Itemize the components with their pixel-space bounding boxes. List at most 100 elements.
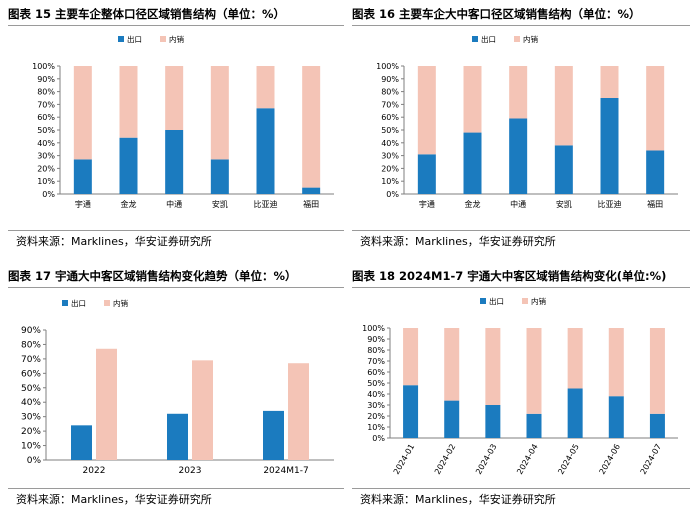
y-tick-label: 40% [37,139,55,148]
y-tick-label: 70% [21,355,41,365]
bar-export-2024-05 [567,388,583,438]
y-tick-label: 30% [367,401,385,410]
panel-fig17: 图表 17 宇通大中客区域销售结构变化趋势（单位：%） 出口 内销 0% 10% 20%… [8,266,348,510]
y-tick-label: 30% [21,413,41,423]
legend-swatch-domestic [104,300,110,306]
legend-label-export: 出口 [71,298,86,308]
y-tick-label: 70% [37,100,55,109]
bar-domestic-中通 [165,66,184,130]
y-tick-label: 30% [381,152,399,161]
bar-domestic-福田 [302,66,321,188]
bar-export-2024-04 [526,413,542,438]
bar-domestic-2024-03 [485,328,501,405]
fig16-source-rule [352,230,690,231]
fig15-title: 图表 15 主要车企整体口径区域销售结构（单位：%） [8,7,286,21]
legend-swatch-domestic [522,298,528,304]
legend-label-domestic: 内销 [523,34,538,44]
legend-label-export: 出口 [481,34,496,44]
bar-domestic-2024M1-7 [288,363,309,460]
x-tick-label: 宇通 [75,199,91,209]
x-tick-label: 福田 [303,200,319,209]
x-tick-label: 2024-01 [392,443,417,476]
fig17-chart: 出口 内销 0% 10% 20% 30% 40% 50% 60% 70% 80% 90% 2022 202… [21,298,334,476]
y-tick-label: 80% [367,346,385,355]
y-tick-label: 20% [367,412,385,421]
bar-domestic-安凯 [554,66,573,146]
y-tick-label: 80% [21,340,41,350]
fig17-title-rule [8,287,344,288]
bar-export-比亚迪 [256,108,275,194]
y-tick-label: 20% [37,164,55,173]
y-tick-label: 50% [367,379,385,388]
bar-domestic-宇通 [73,66,92,160]
legend-label-export: 出口 [489,296,504,306]
y-tick-label: 20% [21,427,41,437]
y-tick-label: 80% [37,88,55,97]
y-tick-label: 50% [37,126,55,135]
fig18-chart: 出口 内销 0% 10% 20% 30% 40% 50% 60% 70% 80% 90% 100% 202… [362,296,678,476]
x-tick-label: 宇通 [419,199,435,209]
bar-export-2024-01 [403,385,419,438]
bar-export-金龙 [463,132,482,194]
x-tick-label: 2024-05 [556,443,581,476]
legend-label-domestic: 内销 [531,296,546,306]
y-tick-label: 20% [381,164,399,173]
fig16-title: 图表 16 主要车企大中客口径区域销售结构（单位：%） [352,7,641,21]
y-tick-label: 70% [381,100,399,109]
x-tick-label: 金龙 [465,199,481,209]
y-tick-label: 30% [37,152,55,161]
x-tick-label: 2024-02 [433,443,458,476]
x-tick-label: 安凯 [212,199,228,209]
bar-domestic-2024-04 [526,328,542,414]
bar-export-宇通 [417,154,436,194]
y-tick-label: 80% [381,88,399,97]
x-tick-label: 福田 [647,200,663,209]
x-tick-label: 2022 [83,466,106,476]
y-tick-label: 100% [362,324,385,333]
bar-domestic-宇通 [417,66,436,155]
legend-label-domestic: 内销 [113,298,128,308]
fig18-title-rule [352,287,690,288]
y-tick-label: 0% [372,434,385,443]
bar-domestic-比亚迪 [600,66,619,98]
y-tick-label: 60% [37,113,55,122]
legend-swatch-export [118,36,124,42]
panel-fig16: 图表 16 主要车企大中客口径区域销售结构（单位：%） 出口 内销 0% 10% 20%… [352,4,694,254]
fig17-source: 资料来源：Marklines，华安证券研究所 [16,493,212,506]
y-tick-label: 50% [21,384,41,394]
y-tick-label: 10% [37,177,55,186]
y-tick-label: 50% [381,126,399,135]
fig16-title-rule [352,25,690,26]
bar-domestic-2024-02 [444,328,460,401]
legend-swatch-export [480,298,486,304]
bar-export-2024-07 [649,413,665,438]
legend-label-domestic: 内销 [169,34,184,44]
fig18-source: 资料来源：Marklines，华安证券研究所 [360,493,556,506]
x-tick-label: 2023 [179,466,202,476]
bar-domestic-2024-07 [649,328,665,414]
bar-export-福田 [646,150,665,194]
bar-export-比亚迪 [600,98,619,194]
y-tick-label: 60% [21,369,41,379]
y-tick-label: 90% [37,75,55,84]
bar-domestic-金龙 [463,66,482,133]
bar-domestic-福田 [646,66,665,151]
y-tick-label: 40% [367,390,385,399]
bar-domestic-比亚迪 [256,66,275,109]
y-tick-label: 0% [27,456,42,466]
legend-swatch-domestic [514,36,520,42]
bar-export-金龙 [119,137,138,194]
bar-export-2023 [167,413,188,460]
y-tick-label: 10% [21,442,41,452]
y-tick-label: 10% [367,423,385,432]
bar-domestic-金龙 [119,66,138,138]
y-tick-label: 70% [367,357,385,366]
fig15-title-rule [8,25,344,26]
bar-export-2024-06 [608,396,624,438]
fig16-chart: 出口 内销 0% 10% 20% 30% 40% 50% 60% 70% 80% 90% 100% 宇通 金… [376,34,678,209]
legend-swatch-export [62,300,68,306]
bar-export-2024M1-7 [263,410,284,460]
fig15-source-rule [8,230,344,231]
panel-fig18: 图表 18 2024M1-7 宇通大中客区域销售结构变化(单位:%) 出口 内销 0… [352,266,694,510]
y-tick-label: 90% [21,326,41,336]
